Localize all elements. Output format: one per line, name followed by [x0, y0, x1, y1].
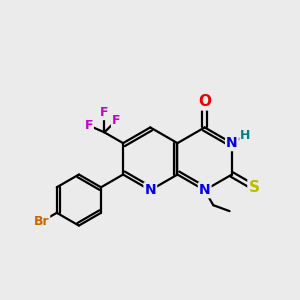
Text: H: H — [240, 129, 251, 142]
Text: Br: Br — [34, 215, 49, 228]
Text: O: O — [198, 94, 211, 110]
Text: S: S — [248, 180, 260, 195]
Text: F: F — [112, 114, 120, 127]
Text: N: N — [145, 183, 156, 197]
Text: N: N — [199, 183, 211, 197]
Text: F: F — [84, 119, 93, 132]
Text: N: N — [226, 136, 238, 150]
Text: F: F — [100, 106, 109, 119]
